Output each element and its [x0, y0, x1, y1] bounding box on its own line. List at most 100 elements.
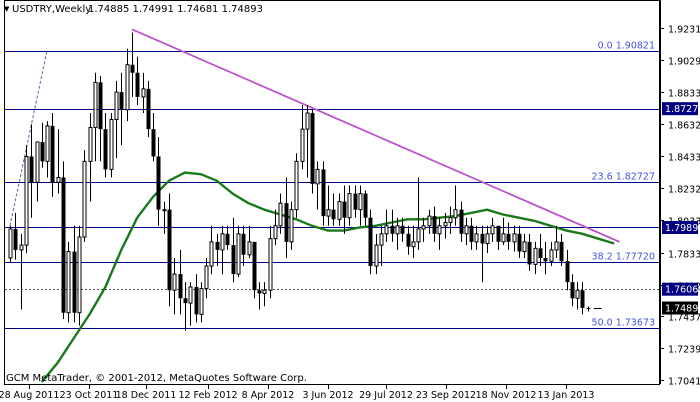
price-tag-label: 1.76062 [665, 285, 700, 296]
candlestick [305, 104, 310, 178]
candlestick [400, 217, 405, 242]
candle-body-bearish [72, 251, 77, 313]
candlestick [506, 222, 511, 250]
candle-body-bearish [496, 225, 501, 242]
candle-body-bearish [538, 248, 543, 258]
price-axis-label: 1.84330 [668, 153, 700, 164]
fibonacci-levels: 0.0 1.90821 23.6 1.82727 38.2 1.77720 50.0 … [5, 41, 660, 329]
candle-body-bullish [384, 225, 389, 235]
candle-body-bearish [480, 233, 485, 244]
candlestick [527, 233, 532, 271]
candlestick [342, 185, 347, 234]
candlestick [77, 225, 82, 326]
candlestick [512, 225, 517, 252]
candlestick [358, 185, 363, 226]
time-axis-label: 28 Aug 2011 [0, 390, 59, 401]
candle-body-bearish [50, 125, 55, 183]
candle-body-bearish [146, 88, 151, 130]
candlestick [40, 122, 45, 168]
candle-body-bullish [421, 225, 426, 230]
price-axis-label: 1.90290 [668, 57, 700, 68]
horizontal-levels [5, 109, 660, 290]
time-axis-label: 12 Feb 2012 [178, 390, 237, 401]
candle-body-bullish [125, 64, 130, 111]
time-axis-label: 18 Dec 2011 [116, 390, 177, 401]
candlestick [459, 201, 464, 242]
candlestick [379, 225, 384, 267]
candle-body-bullish [114, 91, 119, 120]
candlestick [167, 193, 172, 307]
candlestick [268, 225, 273, 299]
candlestick [326, 185, 331, 226]
candle-body-bearish [257, 290, 262, 294]
candlestick [570, 274, 575, 307]
candle-body-bearish [241, 233, 246, 255]
candle-body-bearish [167, 209, 172, 291]
candle-body-bullish [278, 202, 283, 227]
candle-body-bearish [565, 261, 570, 283]
candle-body-bearish [252, 241, 257, 291]
candle-body-bullish [141, 88, 146, 98]
candle-body-bearish [406, 233, 411, 247]
candle-body-bullish [188, 286, 193, 304]
candlestick [406, 225, 411, 255]
candlestick [575, 282, 580, 310]
candle-body-bullish [490, 225, 495, 235]
candlestick [315, 161, 320, 210]
candlestick [215, 233, 220, 267]
candlestick [300, 104, 305, 170]
candle-body-bullish [326, 209, 331, 217]
candlestick [347, 185, 352, 226]
candlestick [331, 193, 336, 226]
candle-body-bearish [432, 216, 437, 234]
candlestick [580, 282, 585, 315]
candlestick [93, 72, 98, 162]
candle-body-bullish [575, 289, 580, 299]
candle-body-bullish [437, 225, 442, 235]
candlestick [565, 249, 570, 291]
candle-body-bearish [390, 225, 395, 234]
time-axis-label: 3 Jun 2012 [302, 390, 353, 401]
price-axis-label: 1.92310 [668, 25, 700, 36]
candle-body-bullish [448, 217, 453, 224]
price-tag [662, 301, 698, 315]
candlestick [82, 150, 87, 242]
candle-body-bullish [347, 193, 352, 219]
candlestick [241, 225, 246, 267]
candlestick [289, 201, 294, 250]
candlestick [464, 217, 469, 246]
candlestick [24, 145, 29, 254]
candlestick [469, 217, 474, 250]
candle-body-bullish [24, 156, 29, 246]
candlestick [427, 209, 432, 234]
candlestick [162, 201, 167, 234]
candlestick [368, 209, 373, 275]
candle-body-bullish [427, 215, 432, 227]
candlestick [321, 161, 326, 226]
candlestick [204, 257, 209, 299]
candle-body-bearish [331, 209, 336, 220]
candlestick [310, 109, 315, 194]
price-axis-label: 1.78330 [668, 250, 700, 261]
candle-body-bearish [459, 209, 464, 234]
candlestick [474, 225, 479, 250]
candlestick [395, 217, 400, 250]
candlesticks [8, 32, 591, 331]
candle-body-bearish [231, 245, 236, 275]
candle-body-bullish [395, 225, 400, 235]
time-axis-label: 8 Apr 2012 [242, 390, 295, 401]
moving-average-line [40, 171, 615, 383]
candle-body-bullish [289, 209, 294, 243]
candle-body-bearish [559, 241, 564, 262]
candlestick [151, 113, 156, 162]
candle-body-bullish [453, 209, 458, 219]
candle-body-bearish [353, 193, 358, 210]
candle-body-bullish [273, 225, 278, 240]
trendlines [9, 28, 620, 243]
candlestick [66, 241, 71, 323]
candlestick [538, 233, 543, 267]
candlestick [125, 48, 130, 122]
time-axis-label: 13 Jan 2013 [538, 390, 595, 401]
candle-body-bullish [88, 127, 93, 162]
candlestick [72, 225, 77, 323]
